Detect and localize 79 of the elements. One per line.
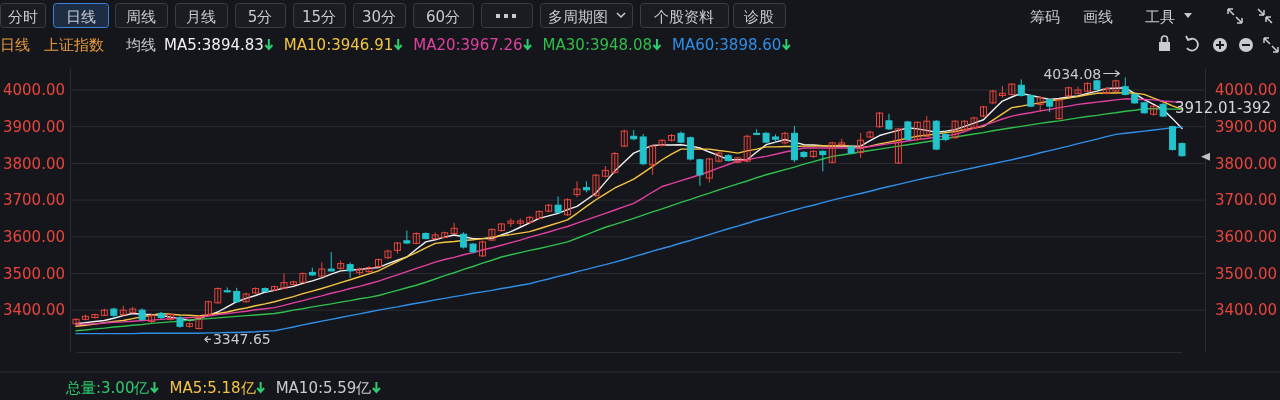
candlestick — [346, 261, 354, 279]
y-tick-label: 3700.00 — [2, 191, 65, 210]
candlestick — [857, 132, 865, 159]
candlestick — [989, 89, 997, 105]
candlestick — [488, 227, 496, 242]
text: 15分 — [301, 8, 337, 26]
text: 诊股 — [744, 8, 774, 26]
y-tick-label: 3800.00 — [2, 154, 65, 173]
candlestick — [866, 130, 874, 139]
y2-tick-label: 3400.00 — [1215, 301, 1278, 320]
candlestick — [913, 120, 921, 142]
candlestick — [365, 265, 373, 274]
candlestick — [403, 230, 411, 245]
text: MA5:3894.83 — [164, 36, 264, 54]
candlestick — [450, 222, 458, 235]
annotation: 3347.65 — [212, 331, 271, 348]
text: 画线 — [1083, 8, 1113, 26]
candlestick — [970, 116, 978, 130]
candlestick — [696, 158, 704, 187]
y-tick-label: 3400.00 — [2, 301, 65, 320]
text: MA10:5.59亿 — [275, 379, 372, 397]
y2-tick-label: 3900.00 — [1215, 118, 1278, 137]
text: 均线 — [125, 36, 156, 54]
annotation: 3912.01-392 — [1175, 99, 1272, 117]
candlestick — [705, 157, 713, 183]
y-tick-label: 3900.00 — [2, 118, 65, 137]
text: MA20:3967.26 — [413, 36, 523, 54]
annotation: 4034.08 — [1043, 65, 1102, 82]
y2-tick-label: 3700.00 — [1215, 191, 1278, 210]
candlestick — [327, 251, 335, 273]
text: 日线 — [65, 8, 96, 26]
candlestick — [72, 317, 80, 326]
y2-tick-label: 4000.00 — [1215, 81, 1278, 100]
candlestick — [384, 249, 392, 260]
candlestick — [280, 272, 288, 290]
candlestick — [214, 286, 222, 305]
text: 60分 — [425, 8, 461, 26]
y-tick-label: 3500.00 — [2, 264, 65, 283]
candlestick — [299, 271, 307, 284]
candlestick — [658, 138, 666, 148]
candlestick — [1055, 98, 1063, 121]
candlestick — [1169, 125, 1177, 152]
text: 个股资料 — [654, 8, 714, 26]
candlestick — [743, 134, 751, 163]
candlestick — [649, 144, 657, 176]
candlestick — [1121, 77, 1129, 97]
text: 总量:3.00亿 — [65, 379, 150, 397]
text: 工具 — [1145, 8, 1175, 26]
candlestick — [611, 151, 619, 175]
text: 日线 — [0, 36, 30, 54]
candlestick — [828, 141, 836, 164]
y-tick-label: 4000.00 — [2, 81, 65, 100]
text: 30分 — [361, 8, 397, 26]
candlestick — [951, 119, 959, 140]
text: 筹码 — [1030, 8, 1060, 26]
y2-tick-label: 3600.00 — [1215, 228, 1278, 247]
candlestick — [91, 312, 99, 320]
candlestick — [554, 195, 562, 214]
candlestick — [1074, 86, 1082, 95]
candlestick — [592, 173, 600, 198]
y2-tick-label: 3500.00 — [1215, 264, 1278, 283]
candlestick — [894, 127, 902, 165]
text: 周线 — [126, 8, 156, 26]
text: 5分 — [247, 8, 273, 26]
text: MA10:3946.91 — [283, 36, 394, 54]
text: MA30:3948.08 — [542, 36, 652, 54]
candlestick — [573, 180, 581, 198]
text: 多周期图 — [548, 8, 608, 26]
candlestick — [195, 314, 203, 330]
candlestick — [781, 131, 789, 145]
candlestick — [923, 115, 931, 138]
chart-title: 上证指数 — [44, 36, 104, 54]
text: 月线 — [186, 8, 216, 26]
text: 分时 — [7, 8, 38, 26]
text: MA60:3898.60 — [671, 36, 782, 54]
candlestick — [819, 149, 827, 172]
text: MA5:5.18亿 — [169, 379, 256, 397]
y-tick-label: 3600.00 — [2, 228, 65, 247]
y2-tick-label: 3800.00 — [1215, 154, 1278, 173]
